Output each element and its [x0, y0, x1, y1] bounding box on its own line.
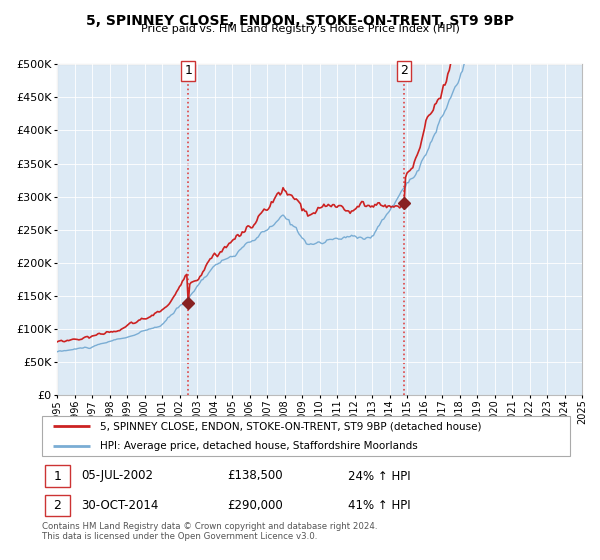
FancyBboxPatch shape [44, 465, 70, 487]
Text: 2: 2 [53, 499, 61, 512]
Text: 2: 2 [400, 64, 408, 77]
FancyBboxPatch shape [44, 495, 70, 516]
Text: 1: 1 [53, 469, 61, 483]
Text: £290,000: £290,000 [227, 499, 283, 512]
Text: 5, SPINNEY CLOSE, ENDON, STOKE-ON-TRENT, ST9 9BP (detached house): 5, SPINNEY CLOSE, ENDON, STOKE-ON-TRENT,… [100, 421, 482, 431]
Text: 05-JUL-2002: 05-JUL-2002 [82, 469, 154, 483]
Text: 5, SPINNEY CLOSE, ENDON, STOKE-ON-TRENT, ST9 9BP: 5, SPINNEY CLOSE, ENDON, STOKE-ON-TRENT,… [86, 14, 514, 28]
Text: 24% ↑ HPI: 24% ↑ HPI [348, 469, 411, 483]
Text: 41% ↑ HPI: 41% ↑ HPI [348, 499, 411, 512]
Text: 1: 1 [184, 64, 192, 77]
Text: HPI: Average price, detached house, Staffordshire Moorlands: HPI: Average price, detached house, Staf… [100, 441, 418, 451]
Text: 30-OCT-2014: 30-OCT-2014 [82, 499, 159, 512]
Text: Price paid vs. HM Land Registry's House Price Index (HPI): Price paid vs. HM Land Registry's House … [140, 24, 460, 34]
Text: Contains HM Land Registry data © Crown copyright and database right 2024.
This d: Contains HM Land Registry data © Crown c… [42, 522, 377, 542]
Text: £138,500: £138,500 [227, 469, 283, 483]
